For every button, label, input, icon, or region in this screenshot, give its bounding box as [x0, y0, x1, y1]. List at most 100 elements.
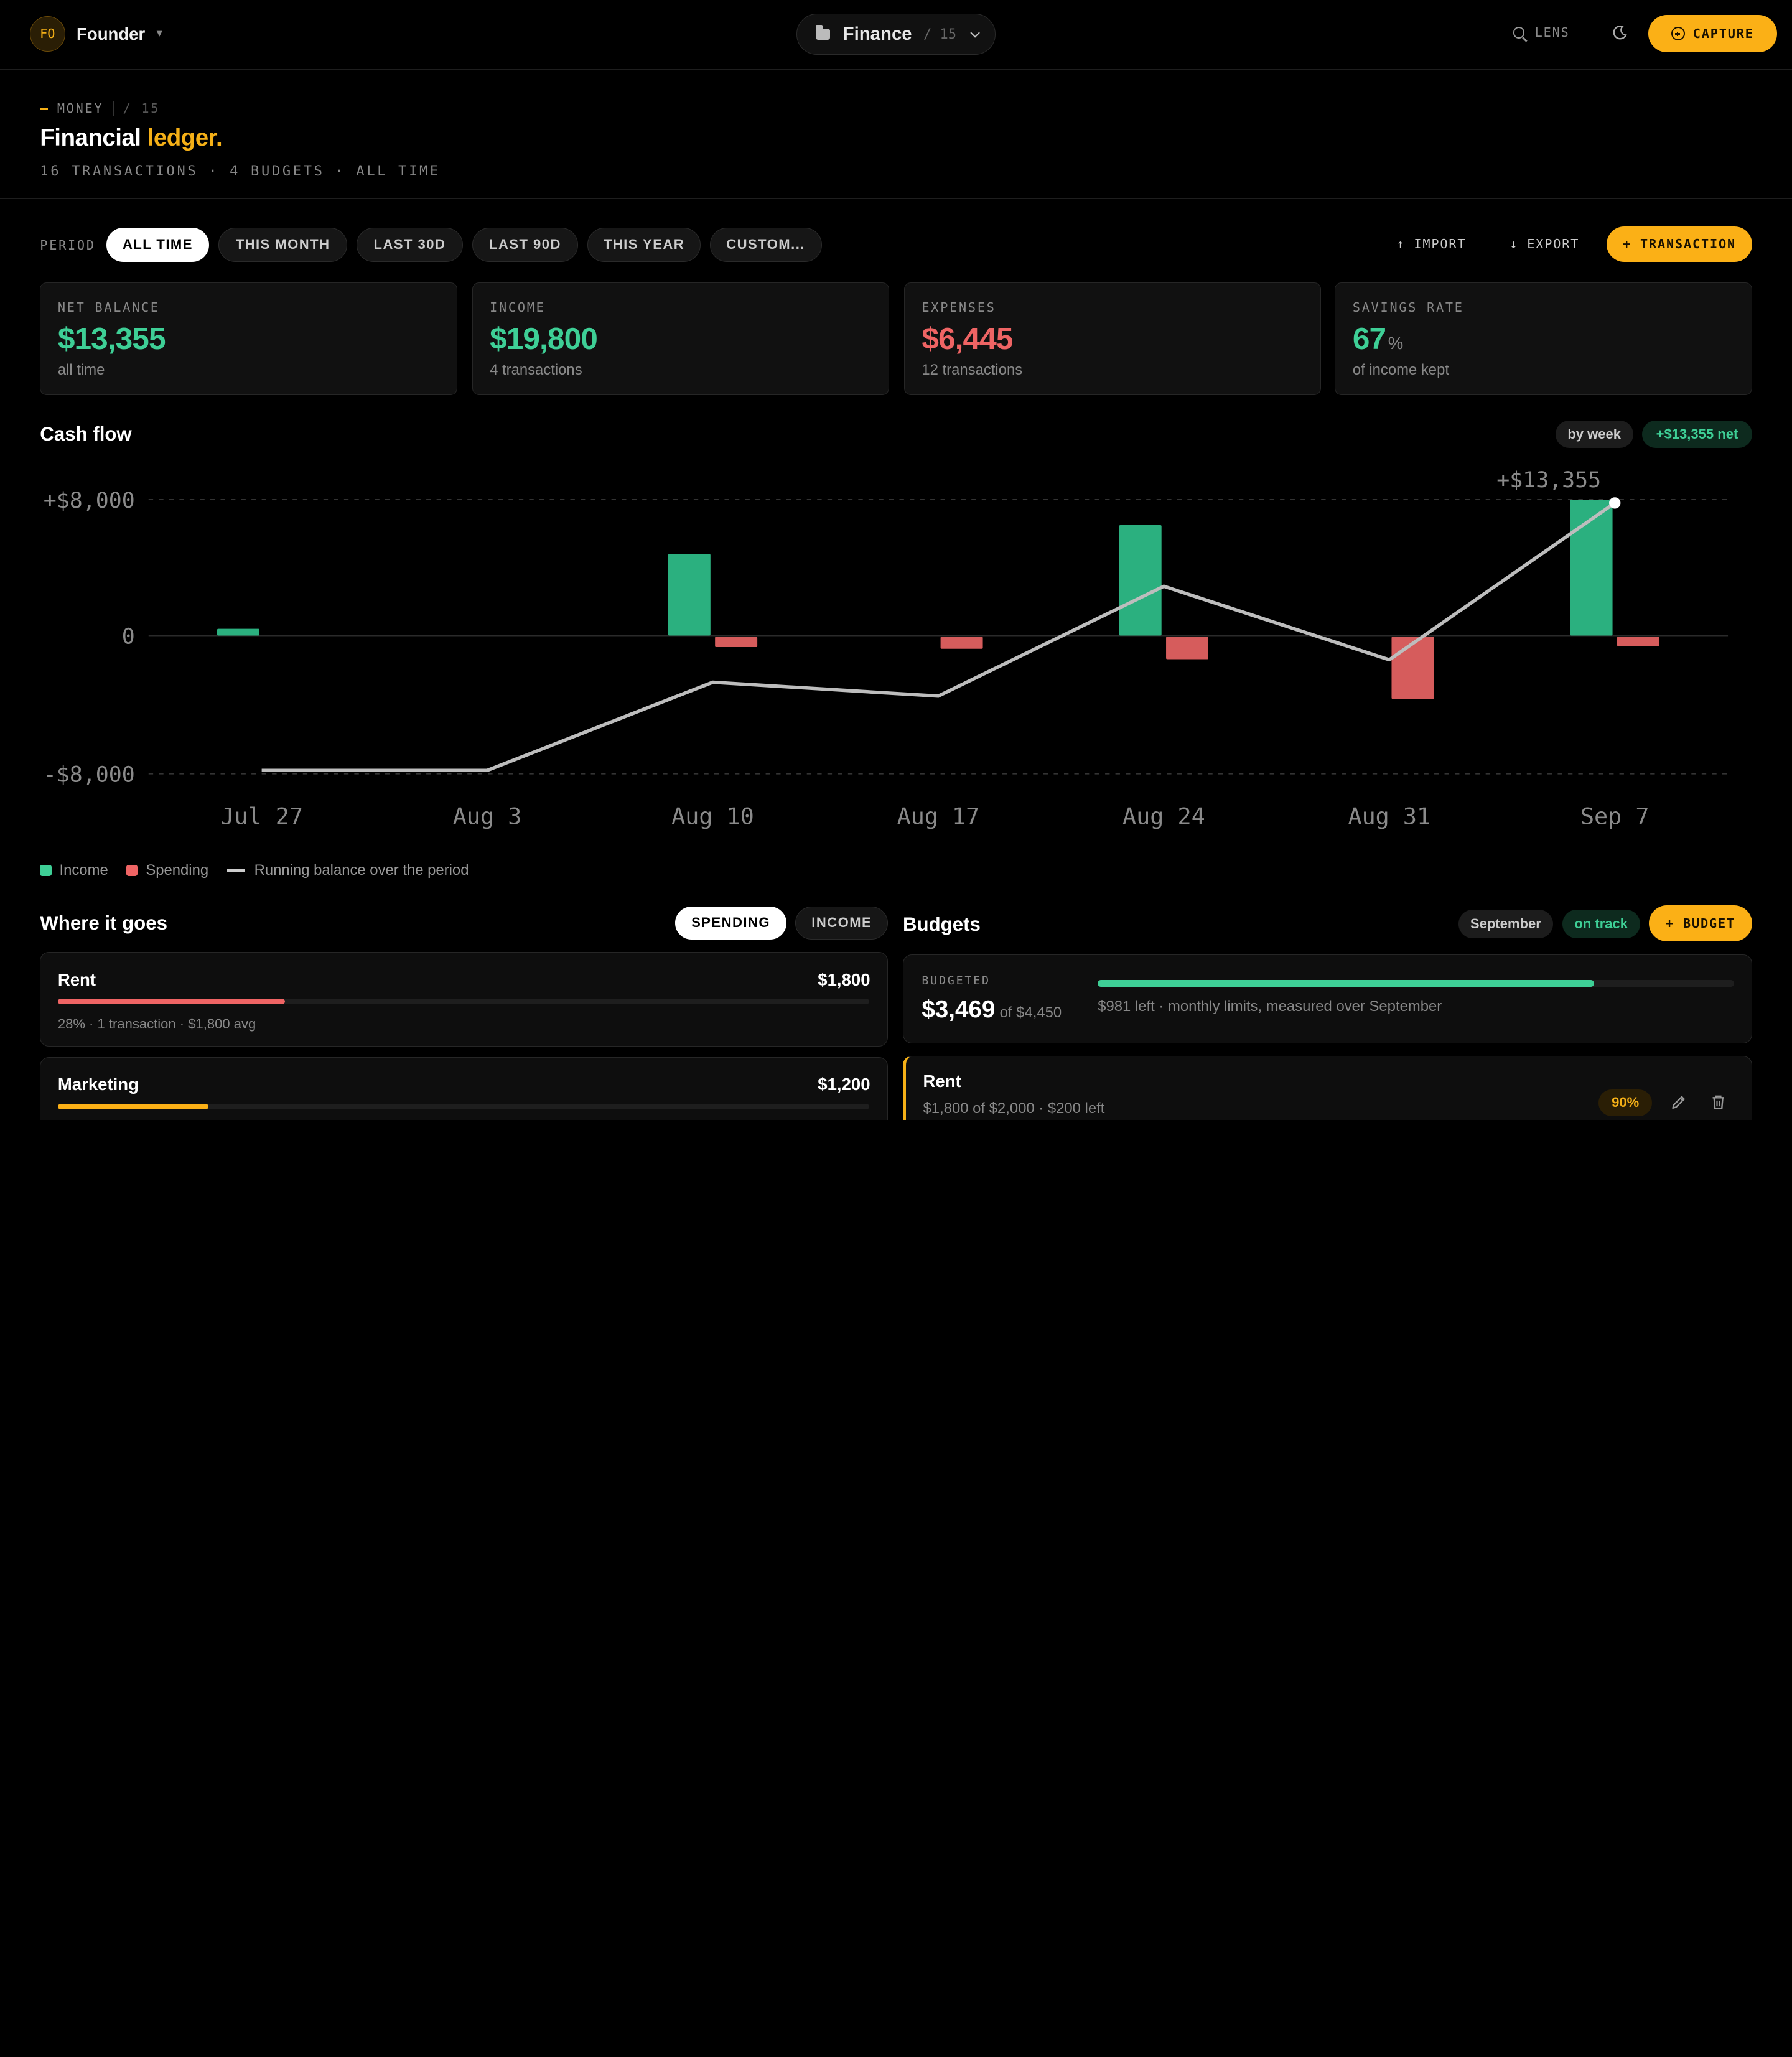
- stat-card-net-balance: NET BALANCE $13,355 all time: [40, 282, 457, 396]
- legend-spending-label: Spending: [146, 861, 209, 879]
- stat-sub: of income kept: [1352, 361, 1449, 378]
- add-budget-button[interactable]: + BUDGET: [1649, 905, 1752, 942]
- category-card-rent[interactable]: Rent $1,800 28% · 1 transaction · $1,800…: [40, 951, 889, 1047]
- y-tick-label: +$8,000: [44, 488, 135, 513]
- spending-bar: [940, 637, 983, 649]
- stat-label: INCOME: [490, 300, 546, 315]
- toggle-income[interactable]: INCOME: [795, 906, 889, 940]
- legend-income-label: Income: [59, 861, 108, 879]
- budget-summary-value: $3,469: [922, 996, 996, 1023]
- budget-item-meta: $1,800 of $2,000 · $200 left: [923, 1099, 1105, 1117]
- budget-summary-of: of $4,450: [999, 1004, 1062, 1021]
- stat-card-expenses: EXPENSES $6,445 12 transactions: [903, 282, 1322, 396]
- budget-summary-bar: [1098, 980, 1735, 987]
- lens-label: LENS: [1534, 25, 1570, 40]
- chip-all-time[interactable]: ALL TIME: [106, 227, 210, 262]
- category-bar-fill: [57, 1104, 209, 1110]
- eyebrow-divider: [113, 100, 114, 117]
- balance-end-point: [1609, 497, 1621, 509]
- avatar[interactable]: FO: [29, 16, 65, 52]
- spending-bar: [715, 637, 758, 647]
- net-badge: +$13,355 net: [1642, 420, 1752, 448]
- stat-sub: 4 transactions: [490, 361, 582, 378]
- budget-summary-note: $981 left · monthly limits, measured ove…: [1098, 998, 1442, 1015]
- x-tick-label: Aug 17: [897, 803, 980, 829]
- budget-summary-label: BUDGETED: [922, 974, 991, 987]
- chip-this-month[interactable]: THIS MONTH: [218, 227, 348, 262]
- income-bar: [217, 628, 259, 636]
- switcher-count: / 15: [923, 26, 957, 42]
- y-tick-label: 0: [122, 624, 135, 649]
- income-bar: [1119, 525, 1162, 636]
- spending-bar: [1391, 637, 1434, 699]
- stat-unit: %: [1388, 334, 1403, 353]
- add-transaction-button[interactable]: + TRANSACTION: [1607, 226, 1752, 262]
- budget-month-pill[interactable]: September: [1458, 910, 1554, 938]
- spending-bar: [1617, 637, 1659, 646]
- page-title-main: Financial: [40, 124, 141, 152]
- lens-button[interactable]: LENS: [1513, 25, 1570, 40]
- balance-end-label: +$13,355: [1496, 467, 1601, 492]
- x-tick-label: Aug 10: [671, 803, 754, 829]
- legend-income: Income: [40, 862, 108, 879]
- legend-balance-line: [226, 869, 245, 872]
- x-tick-label: Aug 31: [1348, 803, 1430, 829]
- stat-label: EXPENSES: [922, 300, 996, 315]
- budget-summary-card: BUDGETED $3,469 of $4,450 $981 left · mon…: [902, 954, 1752, 1043]
- plus-circle-icon: [1671, 27, 1685, 41]
- category-amount: $1,800: [818, 969, 870, 989]
- budget-item-rent[interactable]: Rent $1,800 of $2,000 · $200 left 90%: [902, 1056, 1752, 1120]
- category-amount: $1,200: [818, 1075, 870, 1094]
- stat-label: NET BALANCE: [57, 300, 160, 315]
- category-bar-fill: [57, 999, 285, 1005]
- top-bar: FO Founder ▾ Finance / 15 LENS CAPTURE: [0, 0, 1792, 70]
- moon-icon[interactable]: [1612, 25, 1628, 41]
- category-bar: [57, 999, 869, 1005]
- category-head: Rent $1,800: [58, 970, 870, 990]
- stat-sub: all time: [57, 361, 105, 378]
- page-title-accent: ledger.: [147, 124, 223, 152]
- eyebrow-label: MONEY: [57, 101, 104, 116]
- chevron-down-icon: [970, 27, 980, 38]
- chip-last-90d[interactable]: LAST 90D: [472, 227, 579, 262]
- section-switcher[interactable]: Finance / 15: [796, 14, 996, 55]
- stat-value: $19,800: [490, 321, 598, 357]
- eyebrow-count: / 15: [123, 101, 161, 116]
- x-tick-label: Aug 24: [1122, 803, 1205, 829]
- page-header: MONEY / 15 Financial ledger. 16 TRANSACT…: [0, 70, 1792, 199]
- category-name: Rent: [57, 969, 96, 989]
- stat-value: 67: [1352, 321, 1386, 357]
- toggle-spending[interactable]: SPENDING: [675, 906, 786, 940]
- chip-custom[interactable]: CUSTOM...: [709, 227, 822, 262]
- workspace-caret-icon[interactable]: ▾: [156, 26, 162, 40]
- y-tick-label: -$8,000: [44, 762, 135, 787]
- stat-card-income: INCOME $19,800 4 transactions: [472, 282, 889, 396]
- budgets-title: Budgets: [902, 913, 981, 935]
- import-button[interactable]: ↑ IMPORT: [1396, 236, 1467, 252]
- stat-label: SAVINGS RATE: [1352, 300, 1464, 315]
- trash-icon[interactable]: [1709, 1093, 1727, 1111]
- pencil-icon[interactable]: [1669, 1093, 1687, 1111]
- capture-label: CAPTURE: [1692, 26, 1754, 42]
- cashflow-title: Cash flow: [40, 422, 132, 445]
- budget-summary-value-wrap: $3,469 of $4,450: [922, 996, 1062, 1024]
- category-name: Marketing: [57, 1075, 139, 1094]
- legend-income-swatch: [40, 864, 52, 877]
- eyebrow: MONEY / 15: [40, 100, 161, 117]
- where-title: Where it goes: [40, 912, 167, 934]
- stat-value: $6,445: [922, 321, 1013, 357]
- category-card-marketing[interactable]: Marketing $1,200: [40, 1056, 889, 1120]
- spending-bar: [1166, 637, 1208, 660]
- chip-this-year[interactable]: THIS YEAR: [587, 227, 701, 262]
- capture-button[interactable]: CAPTURE: [1648, 14, 1778, 53]
- workspace-name[interactable]: Founder: [77, 24, 146, 44]
- income-bar: [1570, 499, 1613, 636]
- x-tick-label: Aug 3: [453, 803, 522, 829]
- legend-balance-label: Running balance over the period: [254, 861, 469, 879]
- period-label: PERIOD: [40, 238, 96, 253]
- balance-line: [261, 501, 1616, 772]
- granularity-pill[interactable]: by week: [1555, 420, 1633, 448]
- export-button[interactable]: ↓ EXPORT: [1510, 236, 1580, 252]
- budget-item-percent: 90%: [1598, 1089, 1653, 1116]
- chip-last-30d[interactable]: LAST 30D: [357, 227, 463, 262]
